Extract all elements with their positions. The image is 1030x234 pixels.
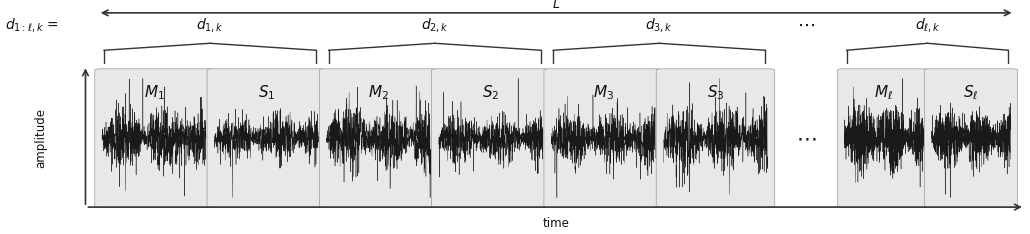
Text: $L$: $L$: [552, 0, 560, 11]
FancyBboxPatch shape: [924, 69, 1018, 207]
Text: $\cdots$: $\cdots$: [796, 128, 816, 148]
Text: $d_{2,k}$: $d_{2,k}$: [421, 16, 449, 34]
Text: $d_{3,k}$: $d_{3,k}$: [646, 16, 674, 34]
FancyBboxPatch shape: [656, 69, 775, 207]
Text: $\cdots$: $\cdots$: [797, 16, 815, 34]
Text: $\mathit{S}_{2}$: $\mathit{S}_{2}$: [482, 83, 500, 102]
Text: $\mathit{M}_{2}$: $\mathit{M}_{2}$: [368, 83, 389, 102]
Text: $\mathit{S}_{ℓ}$: $\mathit{S}_{ℓ}$: [963, 83, 978, 102]
FancyBboxPatch shape: [95, 69, 213, 207]
Text: $d_{\ell,k}$: $d_{\ell,k}$: [915, 16, 940, 34]
Text: $\mathit{M}_{3}$: $\mathit{M}_{3}$: [592, 83, 614, 102]
FancyBboxPatch shape: [837, 69, 930, 207]
Text: amplitude: amplitude: [35, 108, 47, 168]
FancyBboxPatch shape: [207, 69, 325, 207]
FancyBboxPatch shape: [432, 69, 550, 207]
FancyBboxPatch shape: [544, 69, 662, 207]
Text: $\mathit{S}_{3}$: $\mathit{S}_{3}$: [707, 83, 724, 102]
Text: time: time: [543, 217, 570, 230]
Text: $d_{1,k}$: $d_{1,k}$: [196, 16, 225, 34]
Text: $\mathit{M}_{ℓ}$: $\mathit{M}_{ℓ}$: [874, 83, 893, 102]
Text: $\mathit{S}_{1}$: $\mathit{S}_{1}$: [258, 83, 275, 102]
FancyBboxPatch shape: [319, 69, 438, 207]
Text: $d_{1:\ell,k}$ =: $d_{1:\ell,k}$ =: [5, 16, 59, 34]
Text: $\mathit{M}_{1}$: $\mathit{M}_{1}$: [143, 83, 165, 102]
